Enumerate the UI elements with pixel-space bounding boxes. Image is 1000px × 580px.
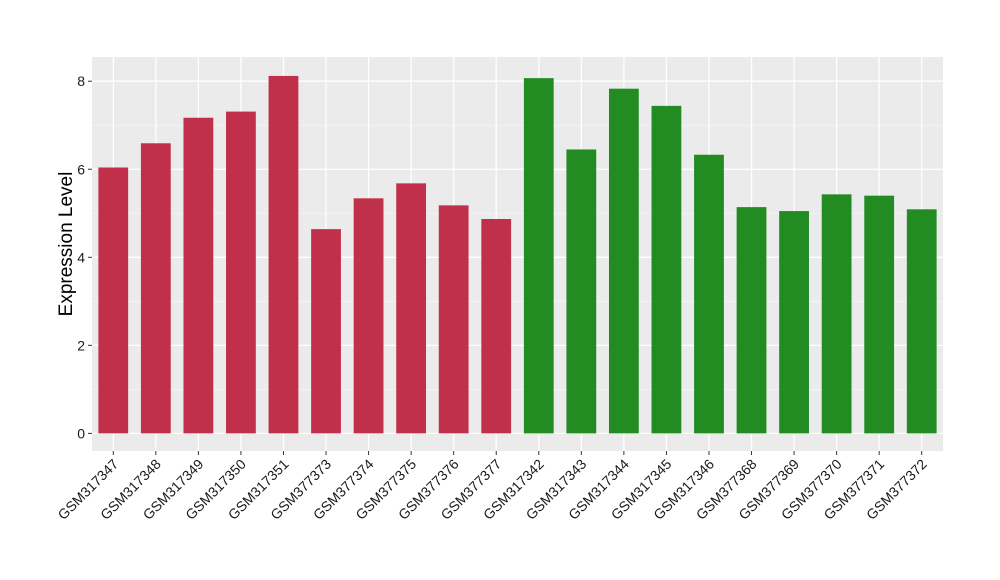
plot-background	[92, 57, 943, 451]
bar-GSM317342	[523, 78, 554, 434]
bars-group	[98, 75, 937, 434]
bar-GSM377377	[481, 219, 512, 434]
bar-GSM317345	[651, 105, 682, 434]
y-tick-label: 0	[77, 425, 85, 441]
bar-GSM317346	[694, 154, 724, 434]
bar-GSM377376	[438, 205, 469, 434]
bar-GSM317343	[566, 149, 597, 434]
bar-GSM377374	[353, 198, 384, 434]
bar-GSM317347	[98, 167, 129, 434]
y-axis-title: Expression Level	[56, 172, 77, 317]
bar-GSM377369	[779, 211, 809, 434]
y-tick-label: 8	[77, 73, 85, 89]
y-tick-label: 4	[77, 249, 85, 265]
bar-GSM317350	[226, 111, 256, 434]
bar-GSM317348	[140, 143, 171, 434]
bar-GSM377370	[821, 194, 852, 434]
bar-GSM317351	[268, 75, 299, 434]
y-tick-label: 2	[77, 337, 85, 353]
bar-GSM317349	[183, 117, 214, 434]
bar-GSM377368	[736, 207, 767, 434]
x-axis: GSM317347GSM317348GSM317349GSM317350GSM3…	[54, 451, 930, 523]
y-axis: 0 2 4 6 8	[77, 73, 92, 441]
bar-GSM317344	[608, 88, 639, 434]
bar-GSM377372	[906, 209, 937, 434]
bar-GSM377373	[311, 229, 341, 434]
bar-GSM377375	[396, 183, 427, 434]
y-tick-label: 6	[77, 161, 85, 177]
bar-GSM377371	[864, 195, 895, 434]
